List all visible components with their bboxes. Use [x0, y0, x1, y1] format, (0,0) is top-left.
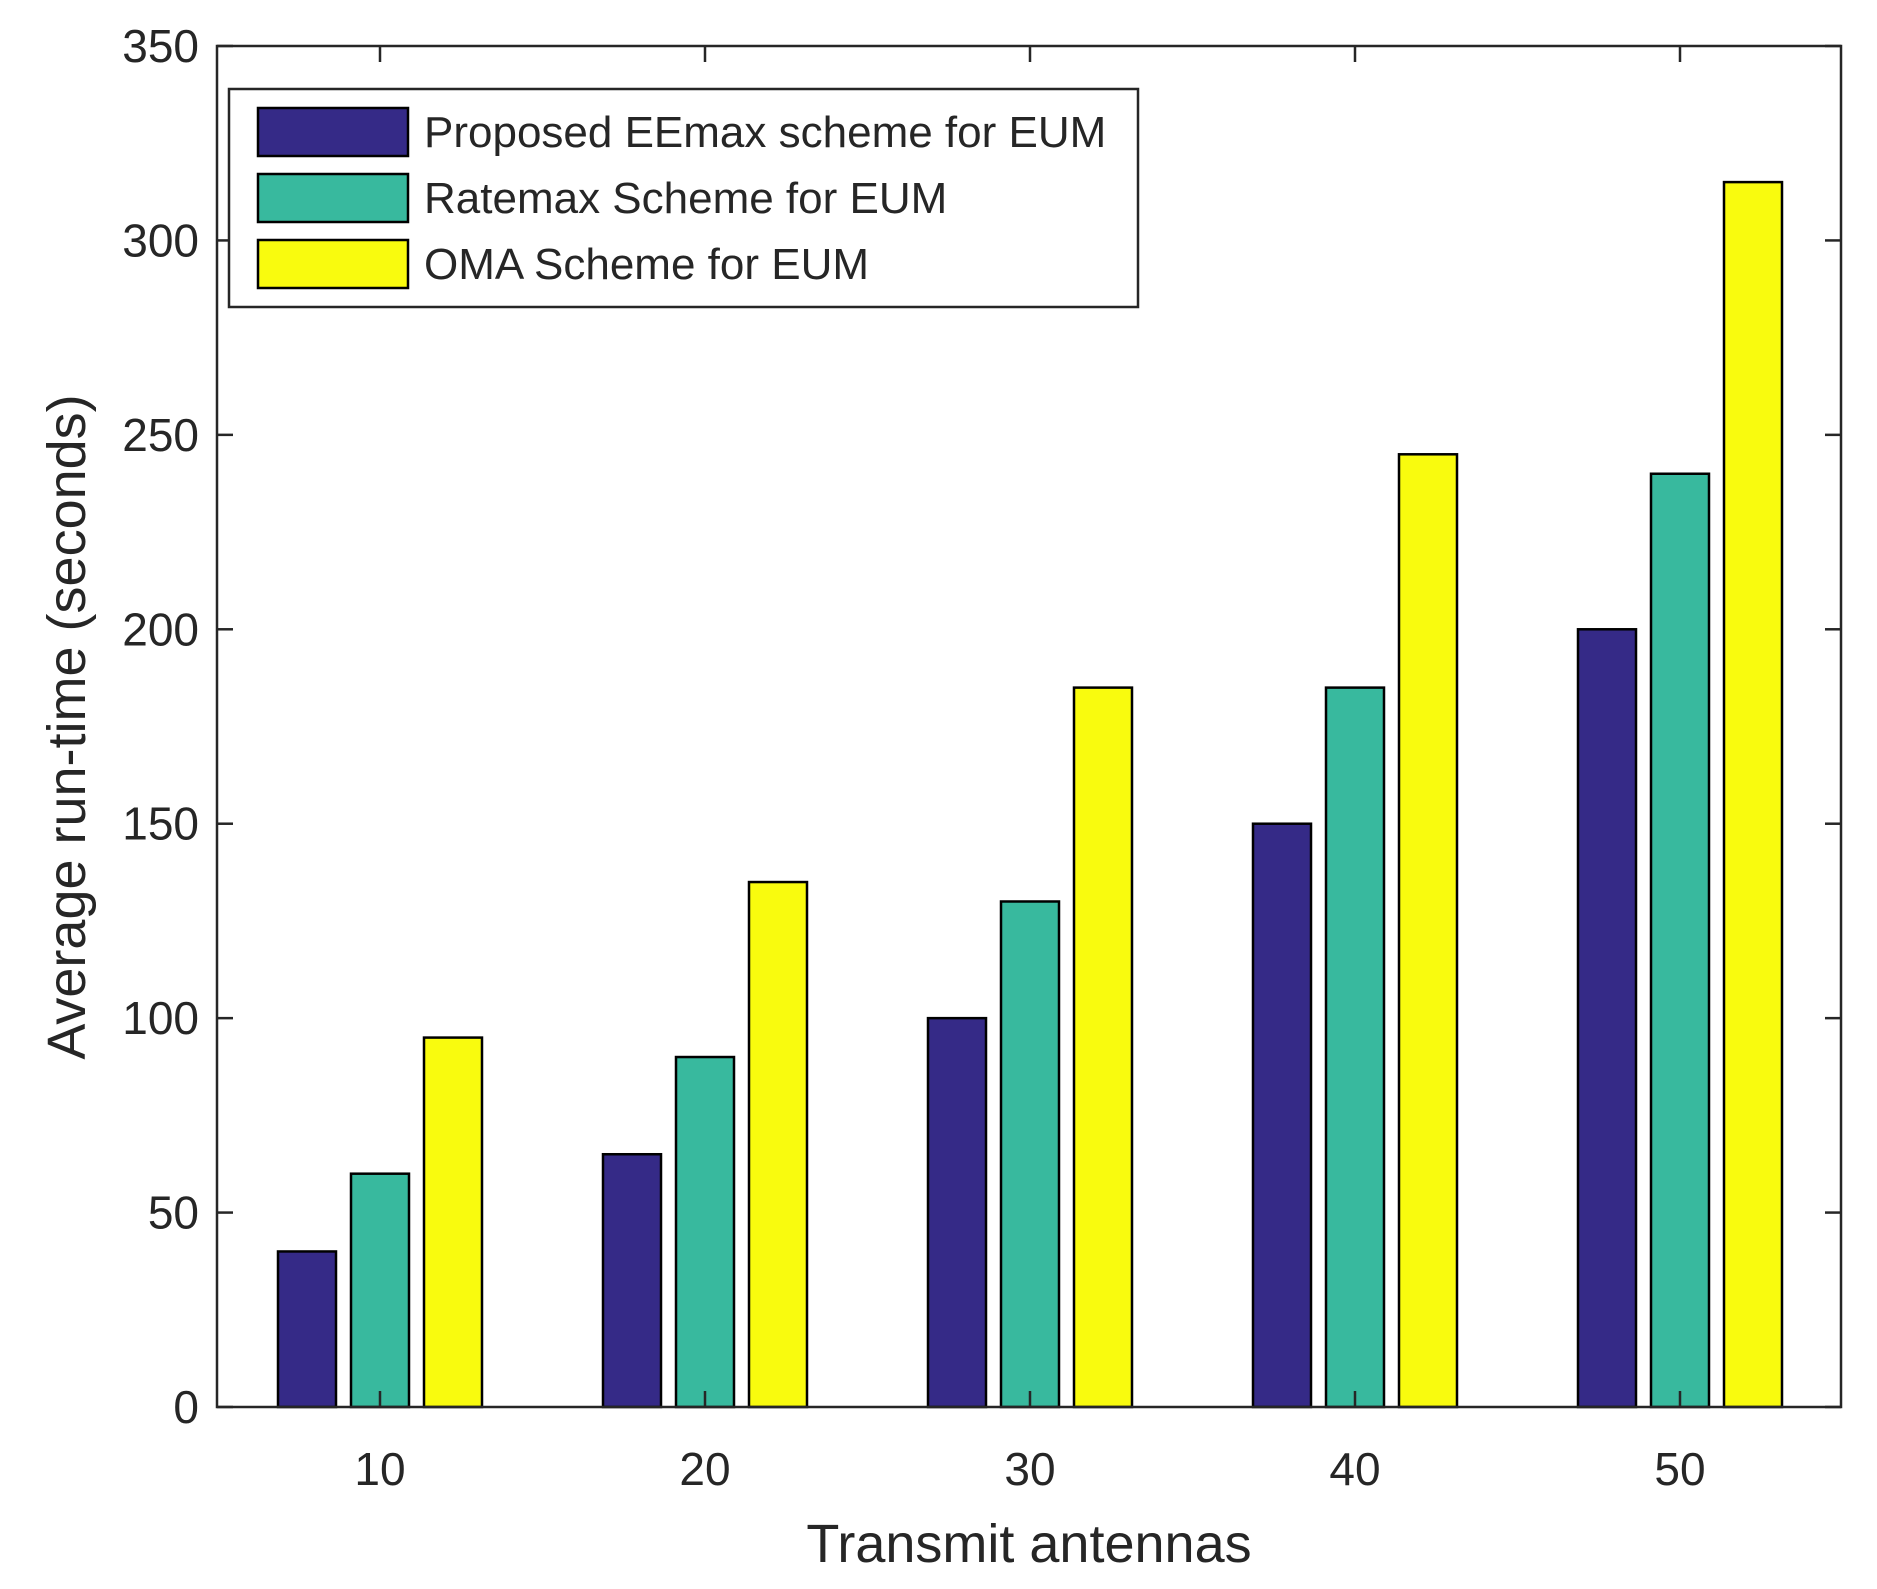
legend-label-2: Ratemax Scheme for EUM	[424, 174, 947, 223]
bar-3-30	[1072, 686, 1134, 1409]
bar-3-10	[422, 1036, 484, 1409]
y-tick-label: 250	[122, 409, 199, 461]
x-tick-label: 50	[1654, 1443, 1705, 1495]
y-tick-label: 0	[173, 1381, 199, 1433]
bar-1-20	[601, 1152, 663, 1409]
y-axis-title: Average run-time (seconds)	[37, 394, 97, 1059]
legend-swatch-1	[256, 106, 410, 158]
x-tick-label: 40	[1329, 1443, 1380, 1495]
x-tick-label: 10	[354, 1443, 405, 1495]
bar-1-40	[1251, 822, 1313, 1409]
bar-2-40	[1324, 686, 1386, 1409]
y-tick-label: 100	[122, 992, 199, 1044]
legend-label-3: OMA Scheme for EUM	[424, 240, 869, 289]
y-tick-label: 50	[148, 1187, 199, 1239]
bars-group	[276, 180, 1784, 1409]
y-tick-label: 300	[122, 214, 199, 266]
bar-3-50	[1722, 180, 1784, 1409]
bar-1-50	[1576, 628, 1638, 1409]
bar-2-30	[999, 900, 1061, 1409]
bar-2-20	[674, 1055, 736, 1409]
plot-area-frame	[215, 44, 1843, 1409]
bar-2-10	[349, 1172, 411, 1409]
legend-swatch-3	[256, 238, 410, 290]
bar-1-30	[926, 1016, 988, 1409]
x-tick-label: 20	[679, 1443, 730, 1495]
y-tick-label: 200	[122, 603, 199, 655]
bar-1-10	[276, 1250, 338, 1409]
legend-label-1: Proposed EEmax scheme for EUM	[424, 108, 1106, 157]
y-tick-label: 350	[122, 20, 199, 72]
bar-2-50	[1649, 472, 1711, 1409]
bar-3-40	[1397, 453, 1459, 1409]
legend: Proposed EEmax scheme for EUM Ratemax Sch…	[227, 87, 1140, 309]
legend-swatch-2	[256, 172, 410, 224]
x-tick-label: 30	[1004, 1443, 1055, 1495]
ticks-group: 0 50 100 150 200 250 300 350 10 20 30 40 50	[122, 20, 1841, 1495]
x-axis-title: Transmit antennas	[806, 1514, 1251, 1574]
bar-3-20	[747, 880, 809, 1409]
y-tick-label: 150	[122, 798, 199, 850]
